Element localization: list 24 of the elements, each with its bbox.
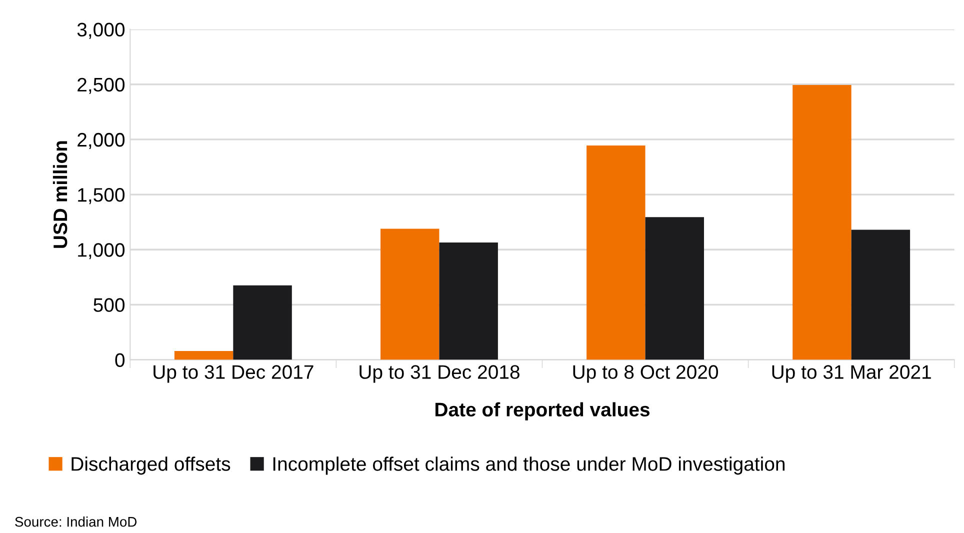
bar: [233, 285, 292, 360]
bar: [645, 217, 704, 360]
bar: [380, 228, 440, 360]
bar: [174, 350, 234, 360]
y-axis-title: USD million: [52, 141, 68, 248]
x-tick-label: Up to 31 Dec 2018: [360, 365, 520, 383]
x-axis-title: Date of reported values: [436, 402, 650, 420]
bar: [586, 146, 646, 360]
y-tick-label: 2,000: [78, 132, 125, 149]
y-tick-label: 2,500: [78, 78, 125, 94]
y-tick-label: 500: [94, 298, 125, 312]
y-tick-label: 3,000: [77, 22, 125, 39]
x-tick-label: Up to 8 Oct 2020: [573, 365, 718, 383]
legend-label: Incomplete offset claims and those under MoD investigation: [273, 456, 785, 475]
y-tick-label: 1,500: [78, 188, 125, 204]
y-tick-label: 0: [115, 353, 125, 368]
bar: [439, 242, 498, 360]
x-tick-label: Up to 31 Dec 2017: [154, 365, 314, 383]
bar: [792, 84, 852, 360]
legend-label: Discharged offsets: [72, 456, 230, 475]
y-tick-label: 1,000: [78, 243, 125, 260]
x-tick-label: Up to 31 Mar 2021: [772, 365, 931, 383]
bar: [851, 230, 910, 360]
source-note: Source: Indian MoD: [15, 516, 137, 527]
